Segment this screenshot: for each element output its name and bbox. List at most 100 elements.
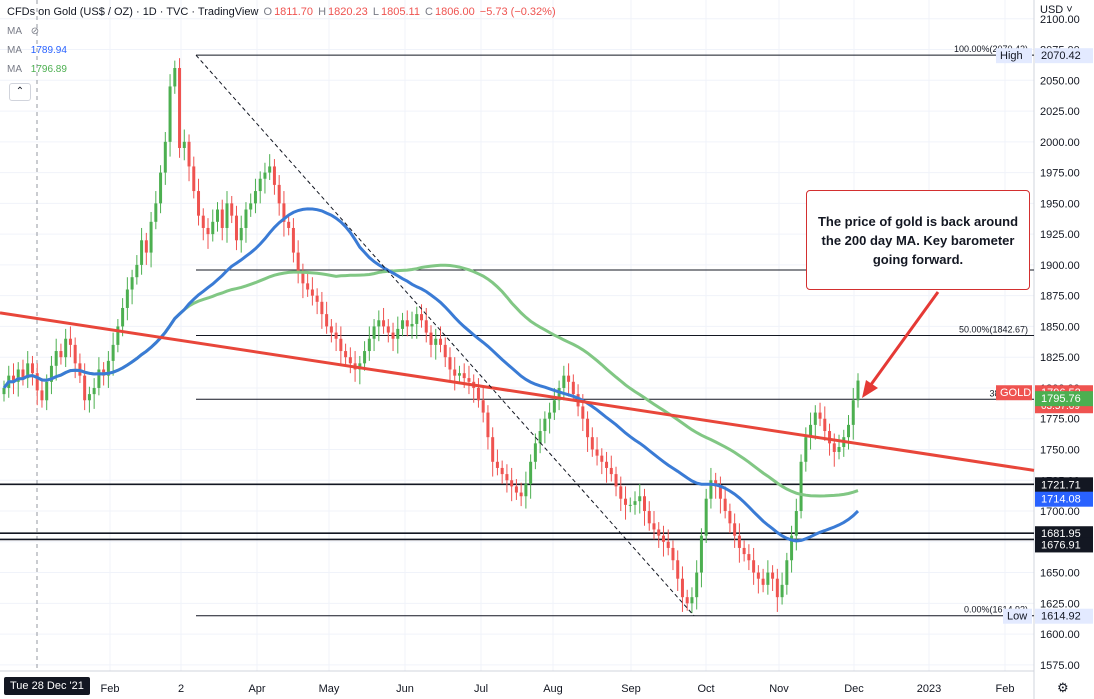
- candle-body: [187, 141, 191, 167]
- candle-body: [54, 351, 58, 366]
- candle-body: [16, 369, 20, 382]
- price-axis-tag: [1035, 477, 1093, 493]
- candle-body: [367, 338, 371, 352]
- candle-body: [733, 523, 737, 536]
- collapse-indicators-button[interactable]: ⌃: [9, 83, 31, 101]
- candle-body: [552, 400, 556, 413]
- candle-body: [785, 560, 789, 585]
- price-axis-tag-value: 1614.92: [1041, 611, 1081, 623]
- indicator-label: MA: [7, 45, 22, 56]
- candle-body: [832, 443, 836, 452]
- price-axis-tag-value: 1721.71: [1041, 479, 1081, 491]
- candle-body: [420, 314, 424, 321]
- candle-body: [339, 338, 343, 352]
- candle-body: [756, 572, 760, 579]
- candle-body: [666, 541, 670, 548]
- candle-body: [325, 314, 329, 327]
- hidden-eye-icon[interactable]: ⊘: [30, 26, 40, 37]
- annotation-callout[interactable]: The price of gold is back around the 200…: [806, 190, 1030, 290]
- low-value: 1805.11: [380, 6, 420, 18]
- candle-body: [73, 344, 77, 364]
- settings-gear-icon[interactable]: ⚙: [1057, 680, 1069, 695]
- y-tick-label: 1825.00: [1040, 352, 1080, 364]
- candle-body: [206, 227, 210, 235]
- candle-body: [519, 492, 523, 497]
- candle-body: [685, 597, 689, 604]
- candle-body: [111, 344, 115, 361]
- indicator-ma-1[interactable]: MA ⊘: [7, 26, 39, 37]
- candle-body: [510, 480, 514, 487]
- x-tick-label: Jun: [396, 683, 414, 695]
- candle-body: [643, 496, 646, 512]
- price-tag-name: High: [1000, 50, 1023, 62]
- candle-body: [486, 412, 490, 438]
- ma-100-line[interactable]: [2, 207, 860, 543]
- candle-body: [828, 431, 832, 444]
- candle-body: [26, 363, 30, 379]
- candle-body: [699, 535, 703, 573]
- candle-body: [40, 390, 44, 401]
- candle-body: [761, 578, 765, 585]
- candle-body: [581, 406, 585, 419]
- candle-body: [771, 572, 775, 579]
- fib-level-label: 100.00%(2070.42): [954, 44, 1028, 54]
- trend-line[interactable]: [0, 311, 1035, 472]
- candle-body: [533, 443, 537, 462]
- candle-body: [813, 412, 817, 425]
- candle-body: [154, 203, 158, 222]
- high-value: 1820.23: [328, 6, 368, 18]
- candle-body: [2, 387, 6, 395]
- candle-body: [438, 338, 442, 345]
- currency-label: USD: [1040, 4, 1064, 16]
- candle-body: [780, 584, 784, 598]
- candle-body: [548, 412, 552, 419]
- indicator-ma-100[interactable]: MA 1789.94: [7, 45, 67, 56]
- candle-body: [182, 141, 186, 148]
- x-tick-label: May: [319, 683, 340, 695]
- price-axis-tag-value: 2070.42: [1041, 50, 1081, 62]
- candle-body: [49, 365, 53, 382]
- candle-body: [680, 578, 684, 598]
- candle-body: [695, 572, 699, 598]
- candle-body: [272, 166, 276, 185]
- candle-body: [287, 221, 291, 228]
- candle-body: [818, 412, 822, 419]
- candle-body: [562, 375, 566, 388]
- price-axis-tag-value: 1795.76: [1041, 393, 1081, 405]
- crosshair-date-label: Tue 28 Dec '21: [4, 677, 90, 695]
- symbol-title[interactable]: CFDs on Gold (US$ / OZ) · 1D · TVC · Tra…: [7, 6, 259, 18]
- candle-body: [794, 511, 798, 536]
- candle-body: [225, 203, 229, 228]
- candle-body: [766, 572, 770, 585]
- y-tick-label: 2025.00: [1040, 106, 1080, 118]
- candle-body: [690, 597, 694, 604]
- candle-body: [538, 431, 542, 444]
- candle-body: [737, 535, 741, 548]
- currency-selector[interactable]: USD ˅: [1040, 4, 1073, 16]
- candle-body: [500, 467, 504, 475]
- x-tick-label: Aug: [543, 683, 563, 695]
- candle-body: [159, 172, 163, 204]
- candle-body: [505, 474, 509, 481]
- candle-body: [121, 307, 125, 327]
- candle-body: [543, 418, 547, 432]
- candle-body: [633, 501, 637, 505]
- x-tick-label: Oct: [697, 683, 714, 695]
- candle-body: [21, 369, 25, 379]
- indicator-value: 1796.89: [30, 64, 67, 75]
- indicator-ma-200[interactable]: MA 1796.89: [7, 64, 67, 75]
- candle-body: [377, 320, 381, 327]
- candle-body: [638, 496, 642, 502]
- price-axis-tag: [1035, 537, 1093, 553]
- x-tick-label: Sep: [621, 683, 641, 695]
- diagonal-trend-dashed[interactable]: [195, 54, 695, 617]
- candle-body: [92, 387, 96, 395]
- price-tag-name-bg: [996, 385, 1032, 401]
- indicator-label: MA: [7, 64, 22, 75]
- annotation-arrow-head: [862, 380, 878, 398]
- candle-body: [344, 351, 348, 358]
- y-tick-label: 1875.00: [1040, 291, 1080, 303]
- candle-body: [282, 203, 286, 222]
- candle-body: [192, 166, 196, 192]
